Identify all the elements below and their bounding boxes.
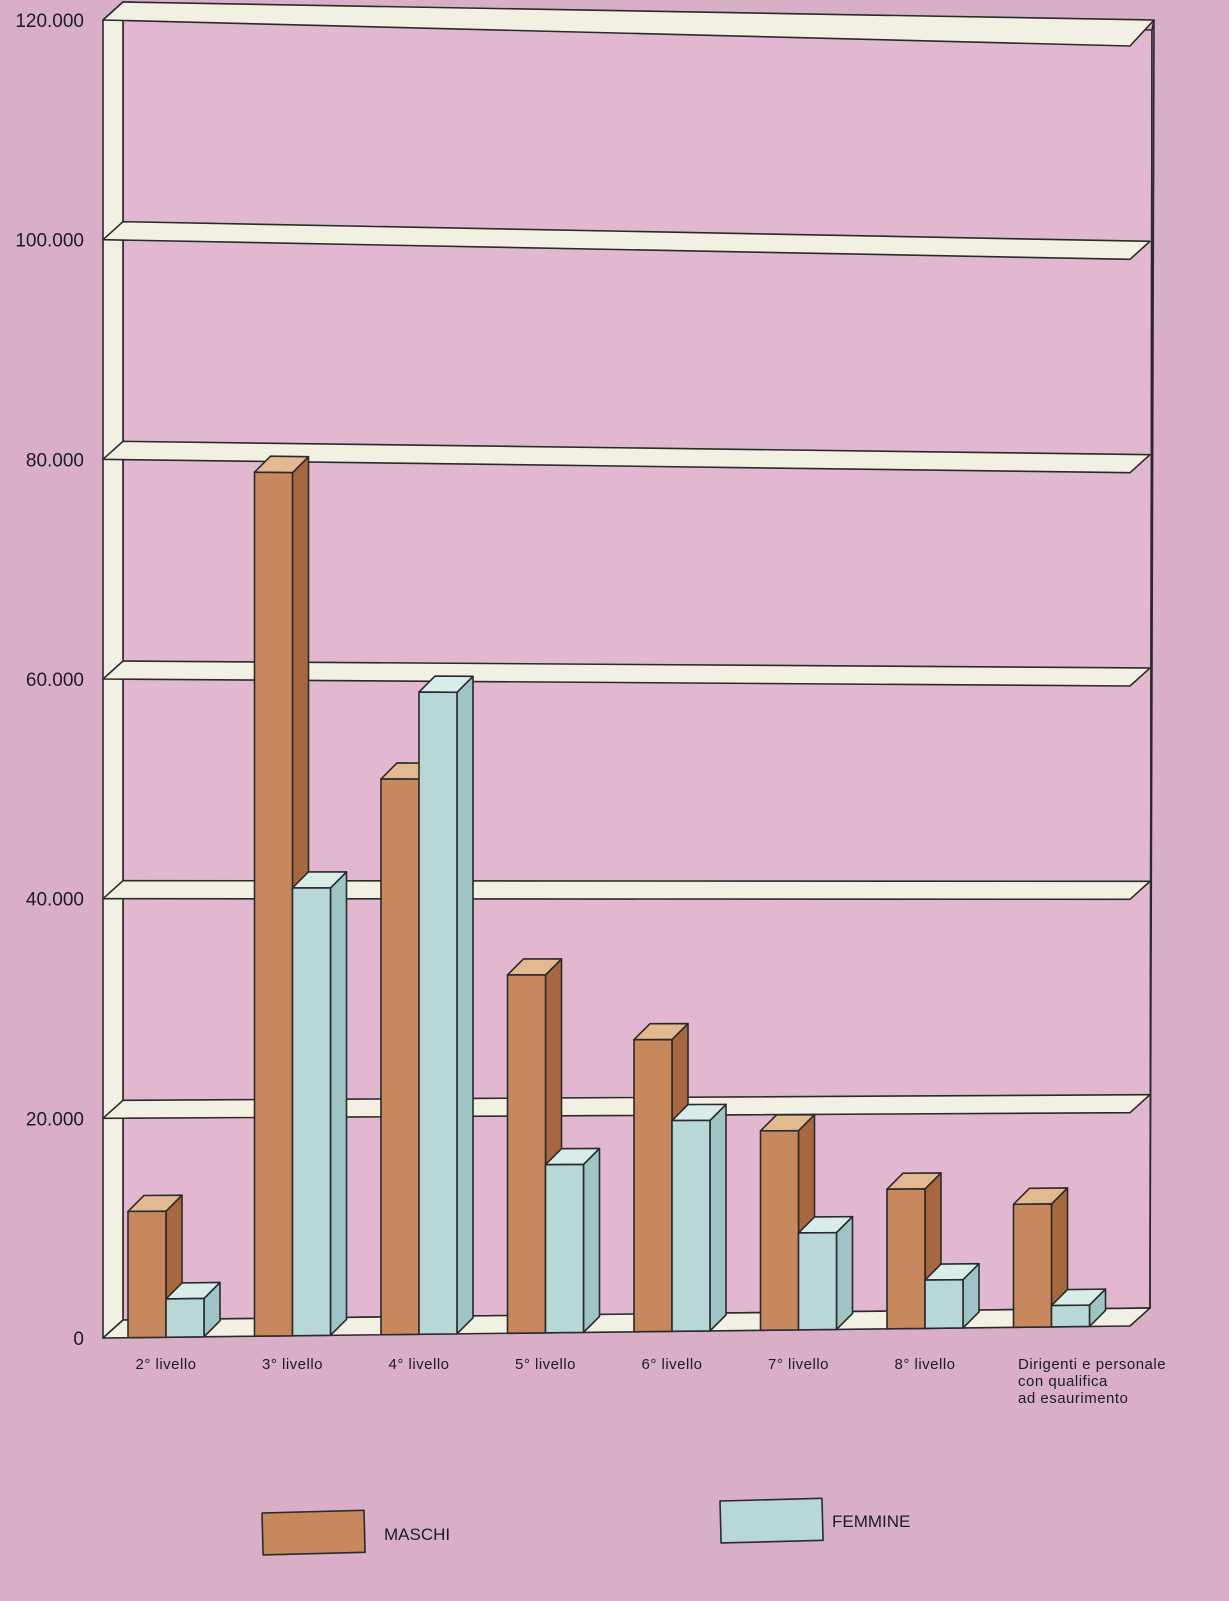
bar-front [924,1278,964,1330]
x-tick-label-8-livello: 8° livello [894,1356,955,1373]
x-tick-label-2-livello: 2° livello [135,1356,196,1373]
x-axis: 2° livello 3° livello 4° livello 5° livello… [135,1356,1166,1407]
y-tick-label-4: 80.000 [26,450,84,471]
bar-front [1050,1304,1091,1328]
right-edge-panel [1149,19,1155,1309]
bar-side [456,675,474,1335]
legend-label-maschi: MASCHI [384,1525,450,1544]
bar-front [127,1210,167,1339]
x-tick-label-4-livello: 4° livello [388,1356,449,1373]
bar-femmine-6-livello [671,1103,727,1333]
grid-shelf-3 [102,660,1151,687]
legend-label-femmine: FEMMINE [832,1512,910,1531]
x-tick-label-7-livello: 7° livello [768,1356,829,1373]
legend-swatch-femmine [719,1497,824,1544]
bar-femmine-2-livello [165,1281,221,1339]
legend: MASCHI FEMMINE [261,1497,910,1556]
y-tick-label-0: 0 [73,1329,84,1350]
bar-side [582,1147,601,1334]
grid-shelf-4 [102,440,1151,474]
bar-front [886,1188,926,1330]
bar-femmine-7-livello [797,1215,854,1331]
bar-front [418,691,458,1336]
y-tick-label-6: 120.000 [15,11,84,32]
bar-front [633,1038,673,1333]
bar-front [253,471,294,1338]
bars [127,455,1107,1339]
x-tick-label-5-livello: 5° livello [515,1356,576,1373]
bar-femmine-4-livello [418,675,474,1336]
bar-femmine-3-livello [291,871,348,1337]
bar-front [544,1163,585,1334]
x-tick-label-6-livello: 6° livello [641,1356,702,1373]
bar-femmine-8-livello [924,1262,980,1330]
bar-front [797,1231,838,1331]
grid-shelf-5 [102,220,1151,261]
y-axis: 0 20.000 40.000 60.000 80.000 100.000 120.000 [15,11,84,1350]
y-tick-label-2: 40.000 [26,890,84,911]
bar-femmine-dirigenti-e-personale-con-qualifica-ad-esaurimento [1050,1288,1107,1328]
bar-front [380,778,420,1336]
bar-front [759,1129,800,1332]
x-tick-label-dirigenti-e-personale-con-qualifica-ad-esaurimento: Dirigenti e personale con qualifica ad esa… [1018,1356,1166,1407]
legend-swatch-maschi [261,1509,366,1556]
y-tick-label-1: 20.000 [26,1109,84,1130]
bar-side [835,1215,854,1331]
grid-shelf-2 [102,879,1151,901]
top-shelf [102,1,1155,47]
bar-front [291,887,332,1337]
y-tick-label-3: 60.000 [26,670,84,691]
x-tick-label-3-livello: 3° livello [262,1356,323,1373]
bar-side [329,871,348,1337]
y-tick-label-5: 100.000 [15,231,84,252]
bar-front [1012,1203,1053,1329]
bar-side [709,1103,727,1332]
bar-front [165,1297,205,1339]
bar-front [506,974,547,1335]
bar-front [671,1119,711,1333]
bar-femmine-5-livello [544,1147,601,1334]
